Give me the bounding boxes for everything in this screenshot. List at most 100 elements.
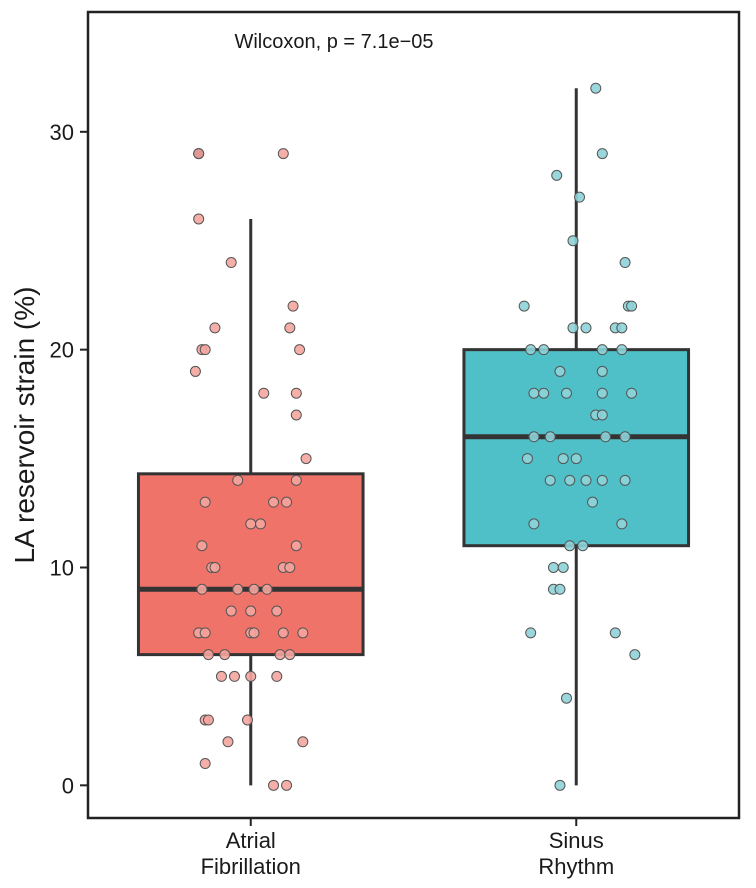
data-point bbox=[232, 474, 244, 486]
data-point bbox=[290, 540, 302, 552]
data-point bbox=[567, 322, 579, 334]
data-point bbox=[560, 692, 572, 704]
data-point bbox=[284, 561, 296, 573]
data-point bbox=[616, 322, 628, 334]
data-point bbox=[629, 649, 641, 661]
data-point bbox=[544, 431, 556, 443]
data-point bbox=[554, 583, 566, 595]
data-point bbox=[290, 387, 302, 399]
data-point bbox=[567, 235, 579, 247]
data-point bbox=[271, 670, 283, 682]
data-point bbox=[619, 474, 631, 486]
data-point bbox=[590, 82, 602, 94]
data-point bbox=[199, 496, 211, 508]
points-layer bbox=[189, 82, 641, 791]
data-point bbox=[297, 736, 309, 748]
data-point bbox=[196, 540, 208, 552]
plot-frame bbox=[86, 10, 741, 820]
data-point bbox=[258, 387, 270, 399]
data-point bbox=[271, 605, 283, 617]
data-point bbox=[570, 453, 582, 465]
data-point bbox=[222, 736, 234, 748]
data-point bbox=[616, 344, 628, 356]
box-iqr bbox=[136, 472, 365, 657]
data-point bbox=[580, 322, 592, 334]
data-point bbox=[193, 213, 205, 225]
y-tick-label: 20 bbox=[50, 338, 74, 363]
data-point bbox=[538, 387, 550, 399]
data-point bbox=[528, 431, 540, 443]
data-point bbox=[245, 518, 257, 530]
data-point bbox=[274, 649, 286, 661]
data-point bbox=[528, 387, 540, 399]
data-point bbox=[245, 605, 257, 617]
data-point bbox=[255, 518, 267, 530]
data-point bbox=[189, 365, 201, 377]
data-point bbox=[525, 627, 537, 639]
data-point bbox=[281, 496, 293, 508]
data-point bbox=[554, 779, 566, 791]
data-point bbox=[557, 453, 569, 465]
data-point bbox=[284, 649, 296, 661]
data-point bbox=[560, 387, 572, 399]
data-point bbox=[294, 344, 306, 356]
y-tick-label: 30 bbox=[50, 120, 74, 145]
data-point bbox=[248, 583, 260, 595]
data-point bbox=[290, 474, 302, 486]
data-point bbox=[199, 344, 211, 356]
data-point bbox=[551, 169, 563, 181]
y-tick-label: 10 bbox=[50, 555, 74, 580]
data-point bbox=[544, 474, 556, 486]
x-category-label: Sinus Rhythm bbox=[538, 828, 614, 879]
x-category-label: Atrial Fibrillation bbox=[201, 828, 301, 879]
data-point bbox=[528, 518, 540, 530]
data-point bbox=[596, 344, 608, 356]
data-point bbox=[300, 453, 312, 465]
data-point bbox=[297, 627, 309, 639]
data-point bbox=[596, 474, 608, 486]
data-point bbox=[196, 583, 208, 595]
data-point bbox=[587, 496, 599, 508]
data-point bbox=[521, 453, 533, 465]
y-axis: 0 10 20 30 bbox=[50, 120, 88, 798]
data-point bbox=[580, 474, 592, 486]
data-point bbox=[281, 779, 293, 791]
data-point bbox=[574, 191, 586, 203]
data-point bbox=[626, 387, 638, 399]
data-point bbox=[193, 148, 205, 160]
data-point bbox=[538, 344, 550, 356]
data-point bbox=[209, 561, 221, 573]
data-point bbox=[261, 583, 273, 595]
data-point bbox=[215, 670, 227, 682]
data-point bbox=[557, 561, 569, 573]
data-point bbox=[596, 365, 608, 377]
data-point bbox=[245, 670, 257, 682]
data-point bbox=[564, 474, 576, 486]
data-point bbox=[248, 627, 260, 639]
data-point bbox=[525, 344, 537, 356]
data-point bbox=[228, 670, 240, 682]
data-point bbox=[290, 409, 302, 421]
data-point bbox=[241, 714, 253, 726]
data-point bbox=[626, 300, 638, 312]
data-point bbox=[209, 322, 221, 334]
data-point bbox=[596, 387, 608, 399]
data-point bbox=[219, 649, 231, 661]
data-point bbox=[202, 649, 214, 661]
data-point bbox=[518, 300, 530, 312]
data-point bbox=[600, 431, 612, 443]
wilcoxon-annotation: Wilcoxon, p = 7.1e−05 bbox=[234, 31, 433, 53]
data-point bbox=[268, 779, 280, 791]
data-point bbox=[232, 583, 244, 595]
y-axis-label: LA reservoir strain (%) bbox=[9, 287, 40, 564]
boxes-layer bbox=[136, 88, 691, 786]
data-point bbox=[596, 148, 608, 160]
data-point bbox=[202, 714, 214, 726]
data-point bbox=[619, 431, 631, 443]
data-point bbox=[564, 540, 576, 552]
data-point bbox=[277, 627, 289, 639]
data-point bbox=[616, 518, 628, 530]
data-point bbox=[199, 627, 211, 639]
data-point bbox=[225, 605, 237, 617]
